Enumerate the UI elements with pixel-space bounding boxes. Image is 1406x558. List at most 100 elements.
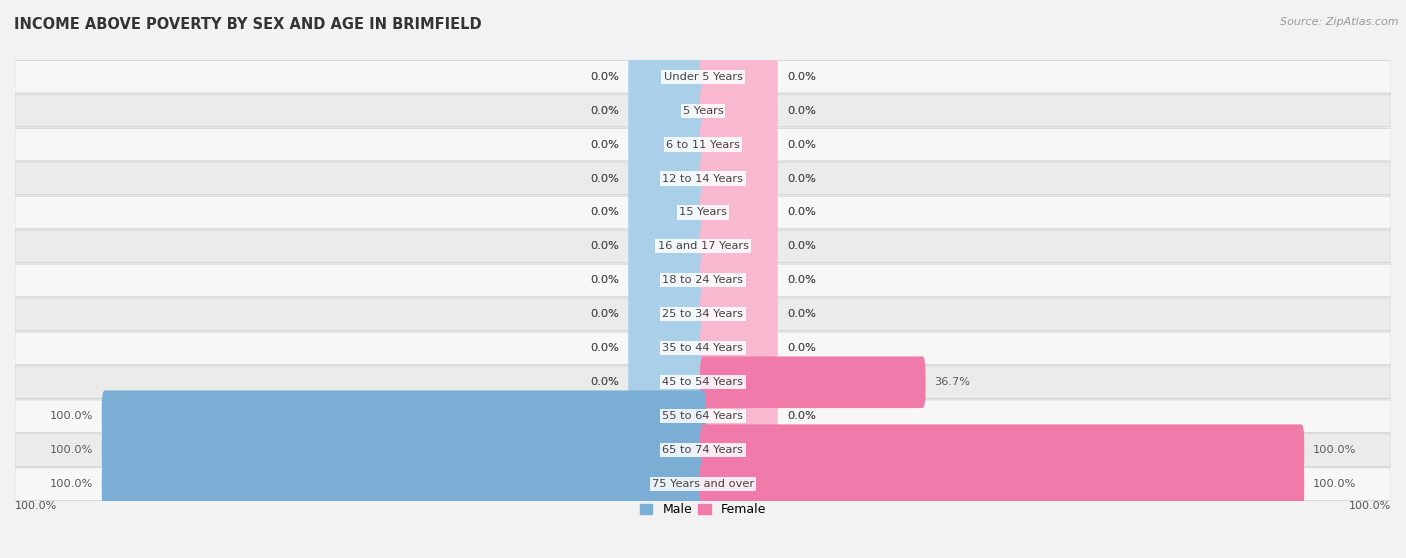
Text: 0.0%: 0.0%: [591, 174, 619, 184]
Legend: Male, Female: Male, Female: [636, 498, 770, 521]
Text: Under 5 Years: Under 5 Years: [664, 71, 742, 81]
FancyBboxPatch shape: [101, 391, 706, 442]
Text: 18 to 24 Years: 18 to 24 Years: [662, 276, 744, 285]
FancyBboxPatch shape: [15, 298, 1391, 331]
FancyBboxPatch shape: [700, 153, 778, 204]
Text: 0.0%: 0.0%: [591, 140, 619, 150]
Text: 0.0%: 0.0%: [591, 276, 619, 285]
Text: 0.0%: 0.0%: [787, 242, 815, 252]
Text: 0.0%: 0.0%: [787, 140, 815, 150]
FancyBboxPatch shape: [700, 458, 1305, 510]
Text: 100.0%: 100.0%: [49, 411, 93, 421]
FancyBboxPatch shape: [15, 60, 1391, 93]
Text: 0.0%: 0.0%: [787, 411, 815, 421]
Text: 0.0%: 0.0%: [787, 174, 815, 184]
FancyBboxPatch shape: [628, 220, 706, 272]
Text: 55 to 64 Years: 55 to 64 Years: [662, 411, 744, 421]
Text: 0.0%: 0.0%: [787, 309, 815, 319]
Text: 0.0%: 0.0%: [591, 140, 619, 150]
FancyBboxPatch shape: [700, 357, 925, 408]
FancyBboxPatch shape: [15, 434, 1391, 466]
FancyBboxPatch shape: [700, 357, 778, 408]
Text: 0.0%: 0.0%: [591, 71, 619, 81]
FancyBboxPatch shape: [15, 400, 1391, 432]
Text: 35 to 44 Years: 35 to 44 Years: [662, 343, 744, 353]
Text: 12 to 14 Years: 12 to 14 Years: [662, 174, 744, 184]
Text: 0.0%: 0.0%: [787, 208, 815, 218]
Text: 0.0%: 0.0%: [787, 242, 815, 252]
FancyBboxPatch shape: [628, 391, 706, 442]
FancyBboxPatch shape: [700, 391, 778, 442]
FancyBboxPatch shape: [700, 288, 778, 340]
FancyBboxPatch shape: [700, 323, 778, 374]
Text: 100.0%: 100.0%: [1313, 445, 1357, 455]
Text: 0.0%: 0.0%: [591, 309, 619, 319]
Text: 100.0%: 100.0%: [49, 445, 93, 455]
Text: 36.7%: 36.7%: [935, 377, 970, 387]
FancyBboxPatch shape: [700, 254, 778, 306]
FancyBboxPatch shape: [628, 425, 706, 476]
Text: 0.0%: 0.0%: [591, 105, 619, 116]
Text: 0.0%: 0.0%: [787, 174, 815, 184]
Text: 0.0%: 0.0%: [591, 343, 619, 353]
Text: 0.0%: 0.0%: [787, 343, 815, 353]
FancyBboxPatch shape: [15, 162, 1391, 195]
FancyBboxPatch shape: [700, 425, 1305, 476]
FancyBboxPatch shape: [628, 458, 706, 510]
Text: 0.0%: 0.0%: [787, 309, 815, 319]
FancyBboxPatch shape: [700, 425, 778, 476]
FancyBboxPatch shape: [15, 468, 1391, 501]
Text: Source: ZipAtlas.com: Source: ZipAtlas.com: [1281, 17, 1399, 27]
Text: 0.0%: 0.0%: [787, 71, 815, 81]
Text: 0.0%: 0.0%: [787, 411, 815, 421]
Text: 0.0%: 0.0%: [591, 71, 619, 81]
Text: 0.0%: 0.0%: [591, 105, 619, 116]
Text: 0.0%: 0.0%: [591, 276, 619, 285]
Text: 0.0%: 0.0%: [787, 140, 815, 150]
Text: 100.0%: 100.0%: [1313, 479, 1357, 489]
FancyBboxPatch shape: [700, 85, 778, 136]
Text: 6 to 11 Years: 6 to 11 Years: [666, 140, 740, 150]
Text: 0.0%: 0.0%: [787, 71, 815, 81]
FancyBboxPatch shape: [15, 332, 1391, 364]
Text: 0.0%: 0.0%: [591, 343, 619, 353]
FancyBboxPatch shape: [15, 366, 1391, 398]
Text: 0.0%: 0.0%: [787, 208, 815, 218]
Text: 100.0%: 100.0%: [15, 501, 58, 511]
Text: 100.0%: 100.0%: [1348, 501, 1391, 511]
FancyBboxPatch shape: [628, 357, 706, 408]
Text: 0.0%: 0.0%: [591, 242, 619, 252]
Text: 75 Years and over: 75 Years and over: [652, 479, 754, 489]
FancyBboxPatch shape: [15, 230, 1391, 263]
FancyBboxPatch shape: [101, 458, 706, 510]
Text: 0.0%: 0.0%: [787, 276, 815, 285]
FancyBboxPatch shape: [101, 425, 706, 476]
Text: 0.0%: 0.0%: [591, 377, 619, 387]
Text: 45 to 54 Years: 45 to 54 Years: [662, 377, 744, 387]
Text: 0.0%: 0.0%: [591, 208, 619, 218]
FancyBboxPatch shape: [628, 85, 706, 136]
FancyBboxPatch shape: [15, 128, 1391, 161]
Text: 5 Years: 5 Years: [683, 105, 723, 116]
Text: 0.0%: 0.0%: [591, 174, 619, 184]
Text: 0.0%: 0.0%: [591, 242, 619, 252]
FancyBboxPatch shape: [628, 51, 706, 103]
FancyBboxPatch shape: [700, 220, 778, 272]
FancyBboxPatch shape: [628, 187, 706, 238]
Text: 16 and 17 Years: 16 and 17 Years: [658, 242, 748, 252]
Text: 0.0%: 0.0%: [787, 105, 815, 116]
FancyBboxPatch shape: [628, 254, 706, 306]
FancyBboxPatch shape: [15, 264, 1391, 297]
Text: INCOME ABOVE POVERTY BY SEX AND AGE IN BRIMFIELD: INCOME ABOVE POVERTY BY SEX AND AGE IN B…: [14, 17, 482, 32]
FancyBboxPatch shape: [700, 458, 778, 510]
Text: 25 to 34 Years: 25 to 34 Years: [662, 309, 744, 319]
Text: 100.0%: 100.0%: [1313, 479, 1357, 489]
FancyBboxPatch shape: [700, 187, 778, 238]
Text: 15 Years: 15 Years: [679, 208, 727, 218]
Text: 0.0%: 0.0%: [787, 276, 815, 285]
Text: 0.0%: 0.0%: [591, 208, 619, 218]
FancyBboxPatch shape: [700, 119, 778, 170]
FancyBboxPatch shape: [628, 119, 706, 170]
FancyBboxPatch shape: [628, 323, 706, 374]
Text: 100.0%: 100.0%: [1313, 445, 1357, 455]
